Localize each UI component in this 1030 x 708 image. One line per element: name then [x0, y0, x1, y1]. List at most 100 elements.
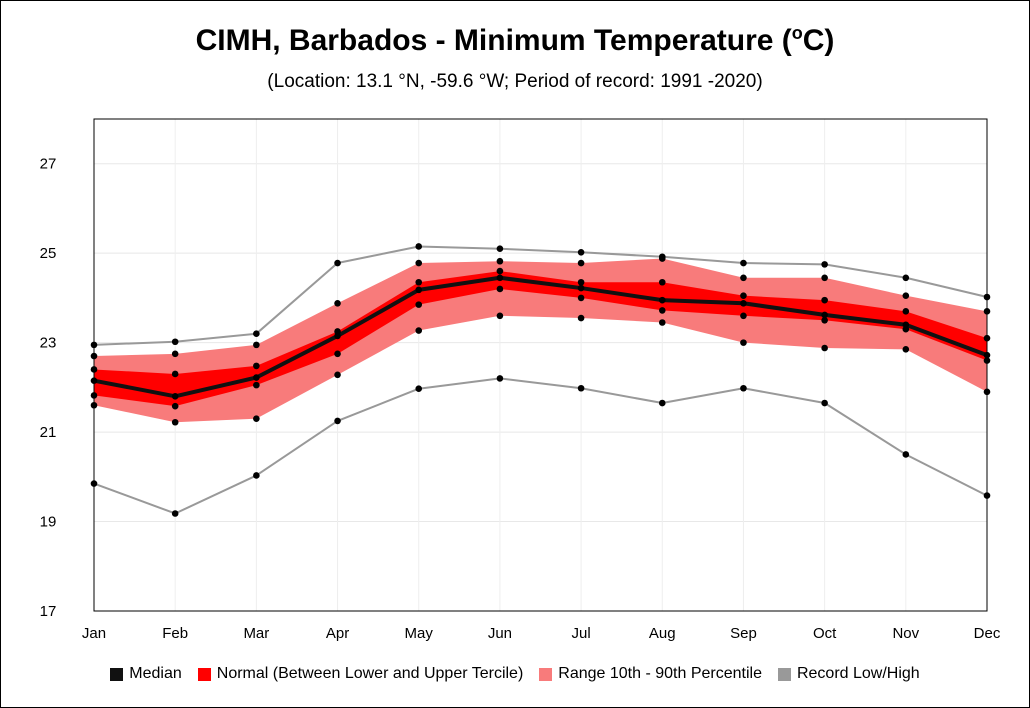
point-record_low-aug	[658, 399, 666, 407]
x-tick-label-feb: Feb	[162, 625, 188, 642]
point-upper_tercile-jun	[496, 267, 504, 275]
point-upper_tercile-oct	[821, 296, 828, 304]
y-tick-label-19: 19	[40, 514, 57, 531]
x-tick-label-may: May	[405, 625, 434, 642]
x-tick-label-oct: Oct	[813, 625, 837, 642]
point-upper_tercile-feb	[171, 370, 179, 378]
point-p90-mar	[253, 341, 260, 349]
point-record_high-nov	[902, 274, 910, 282]
point-median-jul	[577, 284, 585, 292]
axis-labels: 17 19 21 23 25 27 Jan Feb Mar Apr May Jun Jul Aug Sep O…	[40, 156, 1001, 642]
point-lower_tercile-jun	[496, 285, 504, 293]
point-record_high-oct	[821, 261, 828, 268]
point-record_low-nov	[902, 451, 910, 458]
point-upper_tercile-aug	[658, 278, 666, 286]
point-lower_tercile-sep	[740, 312, 747, 320]
point-lower_tercile-mar	[253, 381, 260, 389]
legend-swatch-median	[110, 667, 124, 681]
chart-title: CIMH, Barbados - Minimum Temperature (oC…	[195, 23, 835, 57]
legend-item-median: Median	[110, 665, 182, 683]
x-tick-label-sep: Sep	[730, 625, 757, 642]
legend-swatch-range	[539, 667, 553, 681]
point-record_low-sep	[740, 384, 747, 392]
legend: Median Normal (Between Lower and Upper T…	[1, 665, 1029, 683]
point-p10-sep	[740, 339, 747, 346]
point-record_low-jul	[577, 384, 585, 392]
point-median-may	[415, 286, 423, 294]
x-tick-label-nov: Nov	[892, 625, 919, 642]
x-tick-label-apr: Apr	[326, 625, 349, 642]
point-p10-feb	[171, 418, 179, 426]
point-record_high-mar	[253, 330, 260, 337]
point-p10-aug	[658, 319, 666, 326]
point-upper_tercile-mar	[253, 362, 260, 370]
point-record_low-may	[415, 385, 423, 393]
point-p10-mar	[253, 415, 260, 422]
legend-item-range: Range 10th - 90th Percentile	[539, 665, 762, 683]
point-lower_tercile-nov	[902, 325, 910, 333]
point-record_high-apr	[334, 259, 341, 267]
point-median-aug	[658, 296, 666, 304]
point-median-oct	[821, 311, 828, 319]
point-p90-oct	[821, 274, 828, 282]
x-tick-label-jun: Jun	[488, 625, 512, 642]
legend-label-range: Range 10th - 90th Percentile	[558, 665, 762, 682]
point-record_high-jul	[577, 248, 585, 256]
point-lower_tercile-apr	[334, 350, 341, 358]
point-record_low-jun	[496, 375, 504, 382]
x-tick-label-jan: Jan	[82, 625, 106, 642]
point-record_low-feb	[171, 510, 179, 517]
x-tick-label-dec: Dec	[974, 625, 1001, 642]
y-tick-label-25: 25	[40, 245, 57, 262]
y-tick-label-23: 23	[40, 335, 57, 352]
legend-swatch-normal	[197, 667, 211, 681]
point-lower_tercile-feb	[171, 402, 179, 410]
point-p90-may	[415, 259, 423, 267]
chart-subtitle: (Location: 13.1 °N, -59.6 °W; Period of …	[267, 71, 763, 92]
point-p90-jun	[496, 257, 504, 265]
point-p90-sep	[740, 274, 747, 282]
point-p90-apr	[334, 299, 341, 307]
point-lower_tercile-jul	[577, 294, 585, 302]
point-median-sep	[740, 299, 747, 307]
line-median	[93, 275, 988, 399]
point-upper_tercile-may	[415, 278, 423, 286]
y-tick-label-21: 21	[40, 424, 57, 441]
point-record_high-jun	[496, 245, 504, 253]
point-record_high-feb	[171, 338, 179, 346]
point-median-jun	[496, 274, 504, 282]
point-p10-apr	[334, 371, 341, 379]
series-lines	[93, 245, 988, 515]
point-record_low-mar	[253, 472, 260, 479]
legend-label-record: Record Low/High	[796, 665, 920, 682]
point-upper_tercile-nov	[902, 308, 910, 315]
legend-swatch-record	[777, 667, 791, 681]
point-p90-nov	[902, 292, 910, 299]
point-median-mar	[253, 374, 260, 381]
point-record_low-apr	[334, 417, 341, 425]
point-lower_tercile-aug	[658, 307, 666, 314]
point-p10-oct	[821, 344, 828, 352]
point-p90-aug	[658, 255, 666, 262]
x-tick-label-jul: Jul	[571, 625, 590, 642]
plot-area-border	[93, 118, 988, 612]
point-lower_tercile-oct	[821, 316, 828, 324]
line-record-high	[93, 245, 988, 346]
y-tick-label-17: 17	[40, 603, 57, 620]
point-lower_tercile-may	[415, 301, 423, 308]
point-p90-feb	[171, 350, 179, 358]
point-record_high-may	[415, 243, 423, 250]
point-p10-jul	[577, 314, 585, 322]
legend-item-normal: Normal (Between Lower and Upper Tercile)	[197, 665, 523, 683]
point-p10-jun	[496, 312, 504, 320]
legend-item-record: Record Low/High	[777, 665, 920, 683]
point-record_high-sep	[740, 259, 747, 267]
line-record-low	[93, 377, 988, 515]
point-median-apr	[334, 332, 341, 340]
y-tick-label-27: 27	[40, 156, 57, 173]
x-tick-label-aug: Aug	[649, 625, 676, 642]
point-upper_tercile-sep	[740, 292, 747, 299]
legend-label-median: Median	[129, 665, 182, 682]
